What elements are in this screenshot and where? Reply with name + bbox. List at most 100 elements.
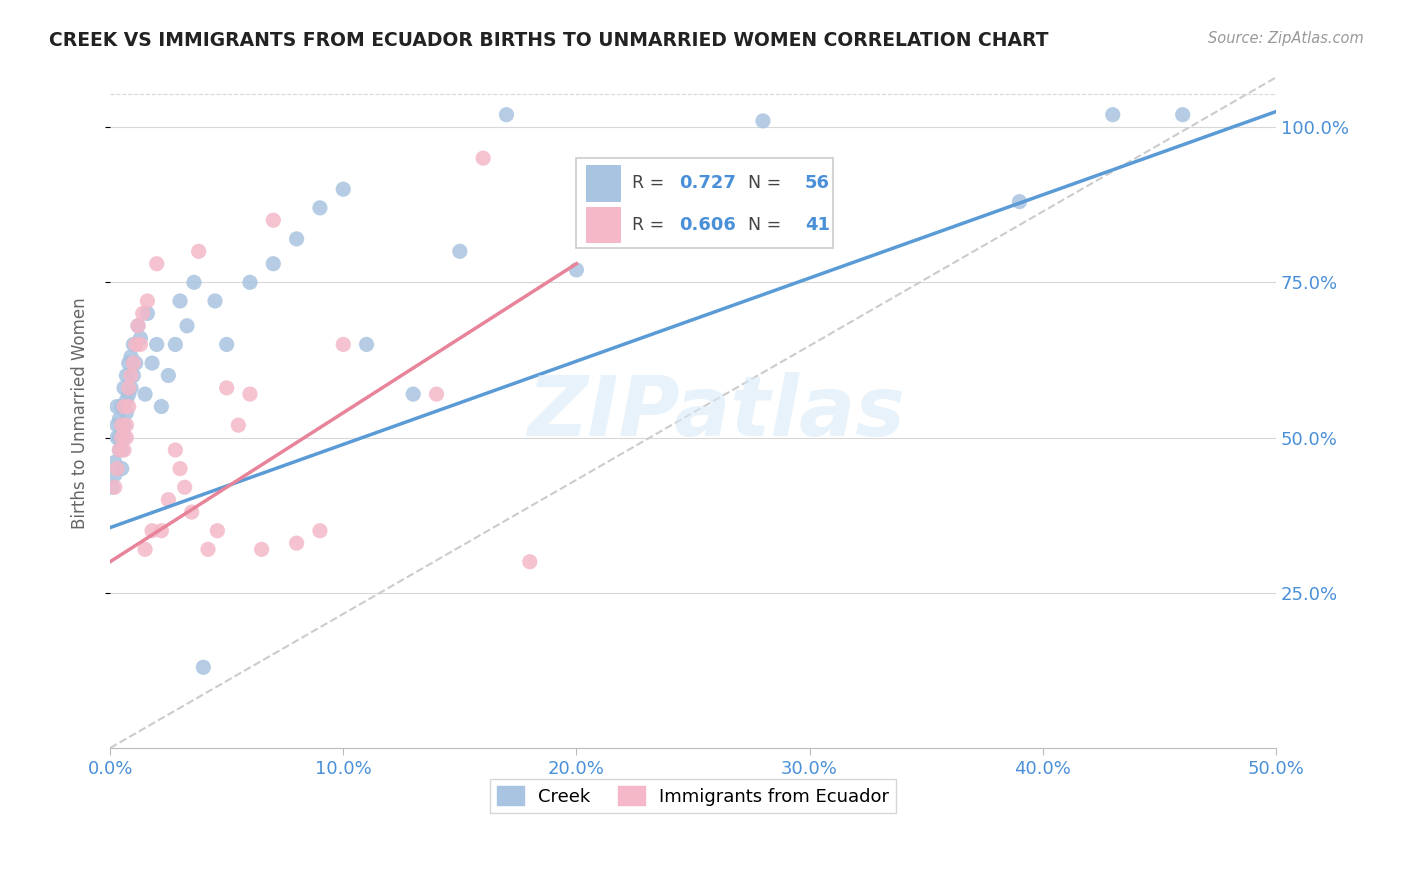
Point: [108, 431, 131, 445]
Point: [204, 293, 226, 308]
Point: [122, 368, 145, 383]
Point: [115, 368, 138, 383]
Point: [309, 524, 332, 538]
FancyBboxPatch shape: [586, 207, 620, 244]
Point: [112, 431, 135, 445]
Point: [104, 467, 127, 482]
Point: [519, 555, 541, 569]
Point: [207, 524, 229, 538]
Point: [752, 114, 775, 128]
Point: [115, 393, 138, 408]
Text: CREEK VS IMMIGRANTS FROM ECUADOR BIRTHS TO UNMARRIED WOMEN CORRELATION CHART: CREEK VS IMMIGRANTS FROM ECUADOR BIRTHS …: [49, 31, 1049, 50]
Point: [169, 293, 191, 308]
Point: [118, 387, 141, 401]
Y-axis label: Births to Unmarried Women: Births to Unmarried Women: [72, 297, 89, 529]
Point: [111, 418, 134, 433]
Point: [402, 387, 425, 401]
Point: [120, 350, 142, 364]
Point: [262, 213, 284, 227]
Point: [108, 412, 131, 426]
Point: [150, 524, 173, 538]
Point: [112, 418, 135, 433]
Point: [356, 337, 378, 351]
Point: [111, 442, 134, 457]
Text: 41: 41: [806, 216, 830, 234]
FancyBboxPatch shape: [586, 165, 620, 202]
Point: [472, 151, 495, 165]
Point: [125, 337, 148, 351]
Point: [215, 381, 238, 395]
Point: [108, 442, 131, 457]
Point: [127, 318, 149, 333]
Point: [122, 337, 145, 351]
Point: [111, 418, 134, 433]
Point: [120, 368, 142, 383]
Point: [134, 387, 156, 401]
Point: [1008, 194, 1031, 209]
Point: [141, 356, 163, 370]
Point: [112, 400, 135, 414]
Point: [111, 461, 134, 475]
Point: [183, 276, 205, 290]
Point: [495, 108, 517, 122]
Point: [150, 400, 173, 414]
Point: [173, 480, 195, 494]
Text: Source: ZipAtlas.com: Source: ZipAtlas.com: [1208, 31, 1364, 46]
Point: [127, 318, 149, 333]
Text: R =: R =: [633, 216, 671, 234]
Point: [285, 232, 308, 246]
Point: [111, 400, 134, 414]
Point: [111, 431, 134, 445]
Point: [122, 356, 145, 370]
Point: [215, 337, 238, 351]
Point: [145, 257, 167, 271]
FancyBboxPatch shape: [576, 158, 832, 249]
Point: [118, 356, 141, 370]
Point: [239, 276, 262, 290]
Point: [239, 387, 262, 401]
Point: [165, 337, 187, 351]
Point: [105, 400, 128, 414]
Text: 0.606: 0.606: [679, 216, 735, 234]
Point: [1101, 108, 1123, 122]
Point: [180, 505, 202, 519]
Point: [134, 542, 156, 557]
Point: [425, 387, 447, 401]
Point: [115, 431, 138, 445]
Point: [112, 442, 135, 457]
Point: [169, 461, 191, 475]
Point: [136, 306, 159, 320]
Point: [145, 337, 167, 351]
Point: [108, 442, 131, 457]
Point: [141, 524, 163, 538]
Text: 0.727: 0.727: [679, 175, 735, 193]
Point: [129, 337, 152, 351]
Point: [105, 418, 128, 433]
Text: ZIPatlas: ZIPatlas: [527, 372, 905, 453]
Text: N =: N =: [737, 216, 787, 234]
Legend: Creek, Immigrants from Ecuador: Creek, Immigrants from Ecuador: [489, 779, 897, 813]
Point: [157, 492, 180, 507]
Point: [228, 418, 250, 433]
Point: [187, 244, 209, 259]
Point: [197, 542, 219, 557]
Point: [132, 306, 155, 320]
Point: [104, 480, 127, 494]
Point: [332, 337, 354, 351]
Point: [565, 263, 588, 277]
Point: [101, 480, 124, 494]
Point: [193, 660, 215, 674]
Point: [112, 381, 135, 395]
Point: [125, 356, 148, 370]
Text: R =: R =: [633, 175, 671, 193]
Point: [115, 418, 138, 433]
Point: [129, 331, 152, 345]
Point: [332, 182, 354, 196]
Point: [115, 406, 138, 420]
Point: [105, 431, 128, 445]
Point: [165, 442, 187, 457]
Point: [157, 368, 180, 383]
Point: [104, 455, 127, 469]
Point: [105, 461, 128, 475]
Point: [112, 400, 135, 414]
